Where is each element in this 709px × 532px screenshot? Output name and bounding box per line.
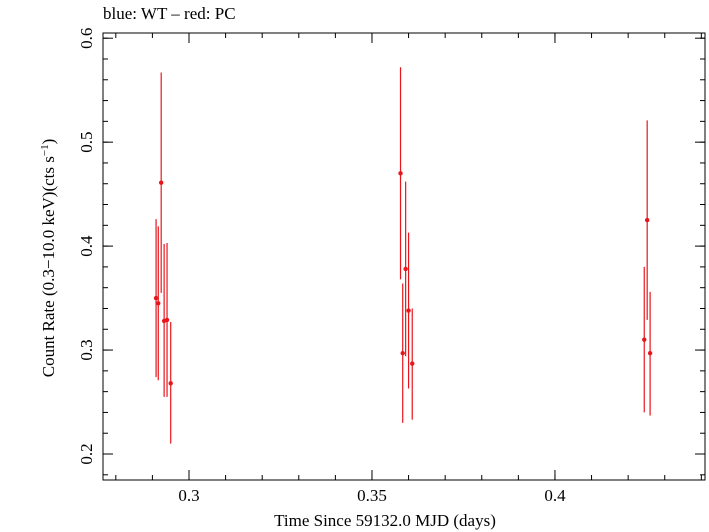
- data-point: [403, 181, 408, 357]
- point-marker: [642, 337, 647, 342]
- data-point: [164, 242, 170, 397]
- data-point: [406, 232, 411, 389]
- point-marker: [153, 295, 159, 301]
- point-marker: [406, 308, 411, 313]
- x-axis-ticks: 0.3 0.35 0.4: [115, 33, 702, 505]
- y-tick-label: 0.5: [77, 132, 96, 153]
- data-points: [153, 67, 653, 444]
- y-axis-ticks: 0.2 0.3 0.4 0.5 0.6: [77, 28, 705, 476]
- point-marker: [158, 180, 164, 185]
- y-axis-label: Count Rate (0.3−10.0 keV)(cts s−1): [39, 139, 58, 378]
- data-point: [168, 321, 173, 444]
- point-marker: [168, 381, 173, 386]
- y-axis-label-end: ): [39, 139, 58, 145]
- point-marker: [410, 361, 415, 366]
- plot-frame: [102, 32, 706, 481]
- data-point: [642, 266, 647, 413]
- y-tick-label: 0.6: [77, 28, 96, 49]
- point-marker: [647, 350, 653, 356]
- point-marker: [400, 350, 405, 356]
- y-axis-label-main: Count Rate (0.3−10.0 keV)(cts s: [39, 156, 58, 377]
- x-axis-label: Time Since 59132.0 MJD (days): [274, 511, 496, 530]
- y-tick-label: 0.3: [77, 339, 96, 360]
- point-marker: [644, 217, 650, 223]
- data-point: [400, 283, 405, 423]
- data-point: [156, 226, 161, 381]
- y-axis-label-exponent: −1: [39, 144, 51, 156]
- point-marker: [164, 317, 170, 323]
- x-tick-label: 0.35: [357, 486, 387, 505]
- data-point: [158, 72, 164, 293]
- y-tick-label: 0.2: [77, 443, 96, 464]
- point-marker: [398, 171, 403, 176]
- point-marker: [156, 301, 161, 306]
- y-tick-label: 0.4: [77, 235, 96, 257]
- chart-title: blue: WT – red: PC: [103, 4, 236, 23]
- point-marker: [403, 266, 408, 272]
- data-point: [644, 120, 650, 320]
- data-point: [153, 219, 159, 378]
- data-point: [647, 291, 653, 416]
- data-point: [398, 67, 403, 280]
- x-tick-label: 0.4: [544, 486, 566, 505]
- x-tick-label: 0.3: [178, 486, 199, 505]
- data-point: [410, 308, 415, 420]
